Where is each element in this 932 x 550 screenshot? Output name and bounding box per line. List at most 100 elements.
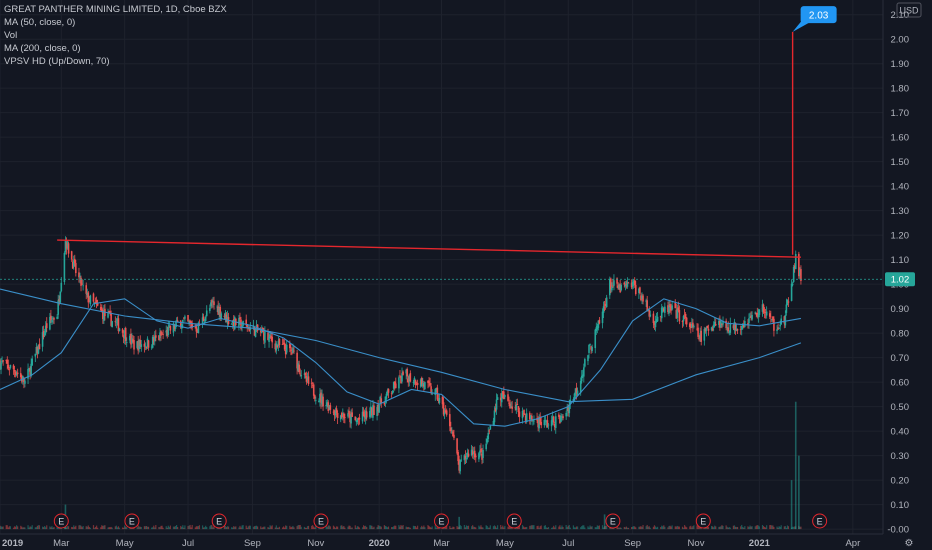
candle-body <box>290 349 292 351</box>
candle-body <box>125 341 128 343</box>
volume-bar <box>480 525 482 530</box>
volume-bar <box>605 525 607 530</box>
settings-gear-icon[interactable]: ⚙ <box>905 538 914 549</box>
volume-bar <box>264 526 266 530</box>
volume-bar <box>376 527 378 530</box>
volume-bar <box>158 526 160 530</box>
candle-body <box>255 325 258 327</box>
candle-body <box>184 316 186 319</box>
volume-bar <box>553 525 555 530</box>
volume-bar <box>385 526 388 530</box>
candle-body <box>521 411 524 419</box>
candle-body <box>109 311 111 314</box>
candle-body <box>153 336 156 342</box>
candle-body <box>412 382 415 383</box>
candle-body <box>623 282 626 285</box>
x-tick-label: Nov <box>688 538 705 549</box>
volume-bar <box>424 527 426 530</box>
volume-bar <box>561 525 563 530</box>
volume-bar <box>504 525 506 530</box>
candle-body <box>508 402 510 404</box>
candle-body <box>224 312 227 320</box>
volume-bar <box>793 526 795 530</box>
candle-body <box>445 410 448 415</box>
volume-bar <box>554 527 556 530</box>
volume-bar <box>543 525 545 530</box>
volume-bar <box>0 526 2 530</box>
candle-body <box>145 347 148 349</box>
candle-body <box>407 378 410 383</box>
volume-bar <box>580 527 582 530</box>
volume-bar <box>347 526 349 530</box>
volume-bar <box>678 526 680 530</box>
volume-bar <box>333 526 336 530</box>
volume-bar <box>189 524 191 530</box>
volume-bar <box>159 527 161 530</box>
volume-bar <box>715 526 717 530</box>
volume-bar <box>763 527 766 530</box>
candle-body <box>101 309 103 311</box>
volume-bar <box>407 526 409 530</box>
volume-spike-bar <box>794 401 797 530</box>
candle-body <box>27 368 29 379</box>
candle-body <box>734 322 737 331</box>
volume-bar <box>771 525 773 530</box>
volume-bar <box>446 525 448 530</box>
candle-body <box>605 297 608 308</box>
candle-body <box>757 314 760 318</box>
candle-body <box>785 304 788 313</box>
candle-body <box>553 424 556 428</box>
earnings-marker-label: E <box>58 517 64 527</box>
candle-body <box>371 407 373 416</box>
volume-bar <box>31 525 33 530</box>
candle-body <box>793 265 796 268</box>
x-tick-label: Mar <box>53 538 69 549</box>
volume-bar <box>725 525 727 530</box>
volume-bar <box>481 527 483 530</box>
volume-bar <box>233 526 235 530</box>
volume-bar <box>555 525 557 530</box>
volume-bar <box>260 526 262 530</box>
candle-body <box>307 376 310 384</box>
volume-spike-bar <box>790 480 793 530</box>
candle-body <box>538 417 540 429</box>
volume-bar <box>354 525 356 530</box>
candle-body <box>263 332 265 341</box>
spike-callout-label: 2.03 <box>809 11 829 22</box>
volume-bar <box>13 526 16 530</box>
candle-body <box>613 280 615 286</box>
candle-body <box>690 325 692 329</box>
volume-bar <box>748 526 750 530</box>
volume-bar <box>307 525 310 530</box>
candle-body <box>59 291 62 303</box>
candle-body <box>645 300 647 302</box>
volume-bar <box>182 525 184 530</box>
volume-bar <box>289 525 291 530</box>
volume-bar <box>386 527 389 530</box>
volume-bar <box>326 526 328 530</box>
volume-bar <box>38 525 41 530</box>
candle-body <box>44 325 47 334</box>
candle-body <box>204 316 207 322</box>
volume-bar <box>700 527 702 530</box>
candle-body <box>57 300 59 315</box>
volume-bar <box>509 525 511 530</box>
volume-bar <box>117 526 120 530</box>
candle-body <box>168 325 171 327</box>
volume-bar <box>268 527 270 530</box>
candle-body <box>756 313 759 317</box>
volume-bar <box>649 527 651 530</box>
volume-bar <box>769 525 771 530</box>
candle-body <box>23 377 25 383</box>
candle-body <box>390 392 393 394</box>
candle-body <box>350 414 352 424</box>
candle-body <box>720 321 722 328</box>
volume-bar <box>245 525 247 530</box>
candle-body <box>591 346 593 352</box>
candle-body <box>15 374 18 376</box>
volume-bar <box>153 525 155 530</box>
volume-bar <box>311 525 313 530</box>
volume-bar <box>560 527 562 530</box>
